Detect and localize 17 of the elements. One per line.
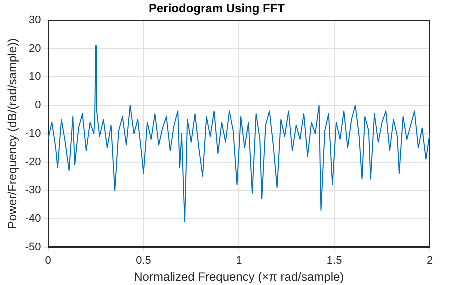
y-tick-label: 30: [29, 14, 42, 26]
x-tick-label: 1: [236, 255, 242, 268]
y-tick-label: 20: [29, 42, 42, 55]
y-tick-label: 10: [29, 71, 42, 84]
y-tick-label: -30: [25, 184, 42, 197]
x-tick-label: 1.5: [326, 255, 342, 268]
x-axis-title: Normalized Frequency (×π rad/sample): [134, 270, 344, 284]
y-tick-label: 0: [35, 100, 42, 112]
y-tick-label: -50: [25, 241, 42, 254]
x-tick-label: 0.5: [136, 255, 152, 268]
chart-title: Periodogram Using FFT: [148, 2, 286, 16]
x-tick-label: 2: [426, 255, 434, 268]
x-tick-label: 0: [45, 255, 52, 268]
y-tick-label: -20: [25, 156, 42, 168]
y-tick-label: -40: [25, 213, 42, 226]
y-axis-title: Power/Frequency (dB/(rad/sample)): [6, 38, 20, 230]
y-tick-label: -10: [25, 128, 42, 140]
